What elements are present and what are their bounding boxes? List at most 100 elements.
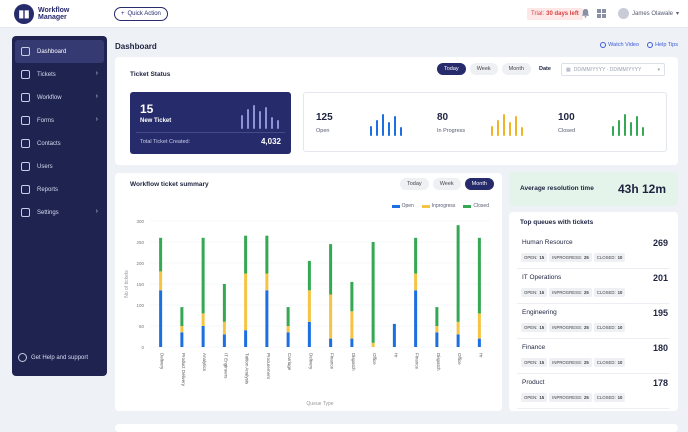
logo-text: Workflow Manager xyxy=(38,7,69,21)
tag-value: 15 xyxy=(539,360,545,365)
queue-tag-closed: CLOSED: 10 xyxy=(593,253,626,262)
sidebar-item-settings[interactable]: Settings › xyxy=(15,201,104,224)
sidebar-item-forms[interactable]: Forms › xyxy=(15,109,104,132)
queue-tag-closed: CLOSED: 10 xyxy=(593,323,626,332)
date-range-placeholder: DD/MM/YYYY - DD/MM/YYYY xyxy=(573,66,642,73)
x-tick-label: Finance xyxy=(415,353,420,370)
sparkbar xyxy=(515,116,517,136)
sparkbar xyxy=(370,126,372,136)
y-tick-label: 100 xyxy=(136,303,144,308)
chevron-right-icon: › xyxy=(95,93,98,100)
chart-bar xyxy=(159,237,163,272)
queue-tag-open: OPEN: 15 xyxy=(521,323,548,332)
tag-label: OPEN: xyxy=(524,290,538,295)
sidebar-item-label: Contacts xyxy=(37,140,61,147)
tag-value: 25 xyxy=(584,395,589,400)
queue-name: Finance xyxy=(522,344,546,351)
sidebar-item-label: Settings xyxy=(37,209,59,216)
user-name: James Olawale xyxy=(632,10,674,17)
x-tick-label: Product Delivery xyxy=(181,353,186,387)
sidebar-item-tickets[interactable]: Tickets › xyxy=(15,63,104,86)
tag-value: 25 xyxy=(584,255,589,260)
bell-icon[interactable] xyxy=(581,8,590,18)
user-menu[interactable]: James Olawale ▾ xyxy=(618,8,679,19)
queue-row[interactable]: Engineering 195 OPEN: 15 INPROGRESS: 25 CLOSED… xyxy=(517,304,669,339)
stat-label: Open xyxy=(316,128,330,134)
chevron-right-icon: › xyxy=(95,208,98,215)
sparkbar xyxy=(618,120,620,136)
queue-tags: OPEN: 15 INPROGRESS: 25 CLOSED: 10 xyxy=(521,253,626,262)
sparkbar xyxy=(241,115,243,129)
stat-sparkbars xyxy=(612,110,644,136)
chart-bar xyxy=(329,338,333,347)
tab-month[interactable]: Month xyxy=(464,178,494,190)
sidebar-item-dashboard[interactable]: Dashboard xyxy=(15,40,104,63)
queue-name: Product xyxy=(522,379,545,386)
logo-line-2: Manager xyxy=(38,14,67,21)
help-support-link[interactable]: Get Help and support xyxy=(18,353,88,362)
top-queues-card: Top queues with tickets Human Resource 26… xyxy=(509,212,678,411)
tag-value: 15 xyxy=(539,255,545,260)
chart-bar xyxy=(286,332,290,347)
new-ticket-panel: 15 New Ticket Total Ticket Created: 4,03… xyxy=(130,92,291,154)
sparkbar xyxy=(394,116,396,136)
queue-row[interactable]: Human Resource 269 OPEN: 15 INPROGRESS: 25 CLO… xyxy=(517,234,669,269)
sidebar-item-reports[interactable]: Reports xyxy=(15,178,104,201)
apps-grid-icon[interactable] xyxy=(597,9,606,18)
legend-swatch xyxy=(421,204,430,208)
sidebar-item-contacts[interactable]: Contacts xyxy=(15,132,104,155)
chart-bar xyxy=(307,321,311,347)
tab-month[interactable]: Month xyxy=(501,63,531,75)
app-logo[interactable]: ▮▮ Workflow Manager xyxy=(14,4,69,24)
chart-bar xyxy=(371,242,375,343)
trial-days: 30 days left xyxy=(546,11,579,17)
quick-action-button[interactable]: + Quick Action xyxy=(114,7,168,21)
top-queues-title: Top queues with tickets xyxy=(520,219,594,226)
ticket-status-period-tabs: Today Week Month xyxy=(437,63,531,75)
workflow-summary-card: Workflow ticket summary Today Week Month O… xyxy=(115,173,502,411)
sparkbar xyxy=(612,126,614,136)
tag-label: CLOSED: xyxy=(596,395,616,400)
stat-label: In Progress xyxy=(437,128,466,134)
top-bar: ▮▮ Workflow Manager + Quick Action Trial… xyxy=(0,0,688,28)
queue-row[interactable]: Product 178 OPEN: 15 INPROGRESS: 25 CLOSED: 10 xyxy=(517,374,669,409)
chart-bar xyxy=(329,294,333,339)
queue-tag-closed: CLOSED: 10 xyxy=(593,358,626,367)
queue-tag-inprogress: INPROGRESS: 25 xyxy=(549,288,592,297)
tab-today[interactable]: Today xyxy=(437,63,466,75)
chart-bar xyxy=(392,323,396,347)
queue-name: IT Operations xyxy=(522,274,562,281)
queue-row[interactable]: Finance 180 OPEN: 15 INPROGRESS: 25 CLOSED: 10 xyxy=(517,339,669,374)
queue-tag-inprogress: INPROGRESS: 25 xyxy=(549,358,592,367)
x-tick-label: Dispatch xyxy=(351,353,356,371)
sidebar-item-label: Workflow xyxy=(37,94,62,101)
trial-label: Trial: xyxy=(531,11,545,17)
sparkbar xyxy=(271,117,273,129)
y-tick-label: 200 xyxy=(136,261,144,266)
watch-video-link[interactable]: Watch Video xyxy=(600,42,639,48)
queue-tag-open: OPEN: 15 xyxy=(521,253,548,262)
sidebar-item-workflow[interactable]: Workflow › xyxy=(15,86,104,109)
total-created-label: Total Ticket Created: xyxy=(140,139,191,145)
tab-week[interactable]: Week xyxy=(432,178,461,190)
average-resolution-card: Average resolution time 43h 12m xyxy=(509,172,678,206)
sidebar-item-users[interactable]: Users xyxy=(15,155,104,178)
new-ticket-sparkbars xyxy=(241,103,279,129)
stat-open: 125 Open xyxy=(304,93,425,153)
x-tick-label: Hr xyxy=(393,353,398,358)
queue-row[interactable]: IT Operations 201 OPEN: 15 INPROGRESS: 25 CLOS… xyxy=(517,269,669,304)
sparkbar xyxy=(382,114,384,136)
queue-count: 180 xyxy=(652,343,668,353)
legend-item: Inprogress xyxy=(421,203,455,209)
chart-bar xyxy=(222,284,226,322)
tab-today[interactable]: Today xyxy=(400,178,429,190)
date-range-input[interactable]: ▦ DD/MM/YYYY - DD/MM/YYYY ▾ xyxy=(561,63,665,76)
queue-count: 195 xyxy=(652,308,668,318)
sparkbar xyxy=(630,122,632,136)
sparkbar xyxy=(247,109,249,129)
tab-week[interactable]: Week xyxy=(469,63,498,75)
workflow-bar-chart: 0 50 100 150 200 250 300 No of tickets Delivery P… xyxy=(124,219,490,407)
sparkbar xyxy=(277,120,279,129)
help-tips-link[interactable]: Help Tips xyxy=(647,42,678,48)
new-ticket-label: New Ticket xyxy=(140,118,172,124)
